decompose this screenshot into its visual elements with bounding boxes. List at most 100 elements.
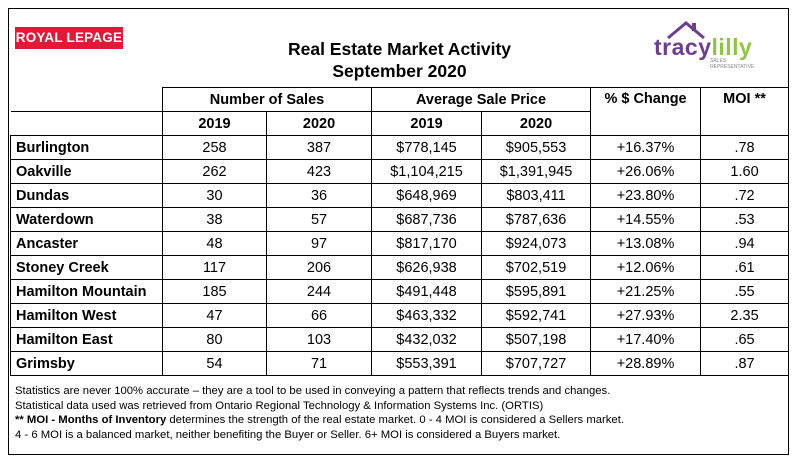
note-line: Statistics are never 100% accurate – the… <box>15 385 611 397</box>
notes: Statistics are never 100% accurate – the… <box>15 384 785 442</box>
table-row: Grimsby 54 71 $553,391 $707,727 +28.89% .87 <box>10 351 790 376</box>
logo-tagline: SALES REPRESENTATIVE <box>710 58 755 70</box>
sales-2020-cell: 244 <box>265 279 373 304</box>
group-header-row: Number of Sales Average Sale Price % $ C… <box>10 87 790 136</box>
price-2020-cell: $507,198 <box>481 327 592 352</box>
sales-2019-cell: 262 <box>162 159 267 184</box>
moi-cell: .78 <box>700 135 790 160</box>
city-cell: Grimsby <box>10 351 163 376</box>
sales-2020-cell: 206 <box>265 255 373 280</box>
price-2020-cell: $702,519 <box>481 255 592 280</box>
price-2020-cell: $1,391,945 <box>481 159 592 184</box>
table-row: Hamilton West 47 66 $463,332 $592,741 +27.93%… <box>10 303 790 328</box>
sales-2019-cell: 117 <box>162 255 267 280</box>
price-2019-cell: $648,969 <box>371 183 483 208</box>
note-line: 4 - 6 MOI is a balanced market, neither … <box>15 428 561 441</box>
year-header: 2020 <box>481 111 592 136</box>
sales-2020-cell: 387 <box>265 135 373 160</box>
price-2019-cell: $817,170 <box>371 231 483 256</box>
moi-cell: .65 <box>700 327 790 352</box>
sales-2019-cell: 80 <box>162 327 267 352</box>
year-header: 2020 <box>265 111 373 136</box>
change-cell: +21.25% <box>590 279 702 304</box>
change-cell: +14.55% <box>590 207 702 232</box>
city-cell: Hamilton West <box>10 303 163 328</box>
sales-2020-cell: 103 <box>265 327 373 352</box>
price-2019-cell: $626,938 <box>371 255 483 280</box>
sales-2019-cell: 258 <box>162 135 267 160</box>
market-table: Number of Sales Average Sale Price % $ C… <box>10 87 790 376</box>
sales-2020-cell: 97 <box>265 231 373 256</box>
table-row: Ancaster 48 97 $817,170 $924,073 +13.08% .94 <box>10 231 790 256</box>
price-2019-cell: $463,332 <box>371 303 483 328</box>
year-header-row: 2019 2020 2019 2020 <box>10 111 789 136</box>
sales-header: Number of Sales <box>161 87 373 112</box>
city-cell: Stoney Creek <box>10 255 163 280</box>
change-cell: +16.37% <box>590 135 702 160</box>
sales-2019-cell: 185 <box>162 279 267 304</box>
royal-lepage-logo-text: ROYAL LEPAGE <box>15 30 123 45</box>
change-cell: +23.80% <box>590 183 702 208</box>
change-cell: +12.06% <box>590 255 702 280</box>
sales-2020-cell: 36 <box>265 183 373 208</box>
table-row: Hamilton East 80 103 $432,032 $507,198 +17.40… <box>10 327 790 352</box>
city-cell: Hamilton Mountain <box>10 279 163 304</box>
sales-2020-cell: 423 <box>265 159 373 184</box>
corner-cell-2 <box>10 111 163 136</box>
year-header: 2019 <box>371 111 483 136</box>
title-line-2: September 2020 <box>332 61 467 81</box>
sales-2019-cell: 38 <box>162 207 267 232</box>
tracy-text: tracy <box>654 34 712 60</box>
sales-2020-cell: 66 <box>265 303 373 328</box>
note-line: ** MOI - Months of Inventory determines … <box>15 413 785 428</box>
moi-cell: .55 <box>700 279 790 304</box>
tracy-lilly-wordmark: tracylilly <box>654 34 752 61</box>
moi-cell: .72 <box>700 183 790 208</box>
city-cell: Ancaster <box>10 231 163 256</box>
change-header: % $ Change <box>590 87 702 136</box>
sales-2019-cell: 48 <box>162 231 267 256</box>
table-row: Hamilton Mountain 185 244 $491,448 $595,891 +… <box>10 279 790 304</box>
price-header: Average Sale Price <box>371 87 592 112</box>
moi-definition-text: determines the strength of the real esta… <box>166 414 624 426</box>
city-cell: Oakville <box>10 159 163 184</box>
note-line: Statistical data used was retrieved from… <box>15 399 544 412</box>
change-cell: +17.40% <box>590 327 702 352</box>
sales-2019-cell: 47 <box>162 303 267 328</box>
table-row: Stoney Creek 117 206 $626,938 $702,519 +12.06… <box>10 255 790 280</box>
price-2020-cell: $803,411 <box>481 183 592 208</box>
price-2020-cell: $924,073 <box>481 231 592 256</box>
change-cell: +26.06% <box>590 159 702 184</box>
price-2020-cell: $707,727 <box>481 351 592 376</box>
sales-2020-cell: 71 <box>265 351 373 376</box>
moi-cell: 2.35 <box>700 303 790 328</box>
price-2020-cell: $592,741 <box>481 303 592 328</box>
table-row: Dundas 30 36 $648,969 $803,411 +23.80% .72 <box>10 183 790 208</box>
price-2020-cell: $595,891 <box>481 279 592 304</box>
price-2019-cell: $778,145 <box>371 135 483 160</box>
moi-cell: .53 <box>700 207 790 232</box>
sales-2020-cell: 57 <box>265 207 373 232</box>
city-cell: Waterdown <box>10 207 163 232</box>
sales-2019-cell: 30 <box>162 183 267 208</box>
lilly-text: lilly <box>711 34 753 60</box>
moi-cell: .94 <box>700 231 790 256</box>
change-cell: +13.08% <box>590 231 702 256</box>
moi-cell: .87 <box>700 351 790 376</box>
price-2019-cell: $1,104,215 <box>371 159 483 184</box>
price-2019-cell: $687,736 <box>371 207 483 232</box>
table-row: Burlington 258 387 $778,145 $905,553 +16.37%.… <box>10 135 790 160</box>
page-title: Real Estate Market Activity September 20… <box>0 38 799 82</box>
title-line-1: Real Estate Market Activity <box>287 39 512 59</box>
moi-cell: .61 <box>700 255 790 280</box>
sales-2019-cell: 54 <box>162 351 267 376</box>
year-header: 2019 <box>162 111 267 136</box>
royal-lepage-logo: ROYAL LEPAGE <box>15 27 123 49</box>
price-2019-cell: $553,391 <box>371 351 483 376</box>
house-roof-icon <box>667 21 705 40</box>
city-cell: Dundas <box>10 183 163 208</box>
change-cell: +27.93% <box>590 303 702 328</box>
moi-header: MOI ** <box>700 87 790 136</box>
tracy-lilly-logo: tracylilly SALES REPRESENTATIVE <box>648 20 770 70</box>
city-cell: Burlington <box>10 135 163 160</box>
